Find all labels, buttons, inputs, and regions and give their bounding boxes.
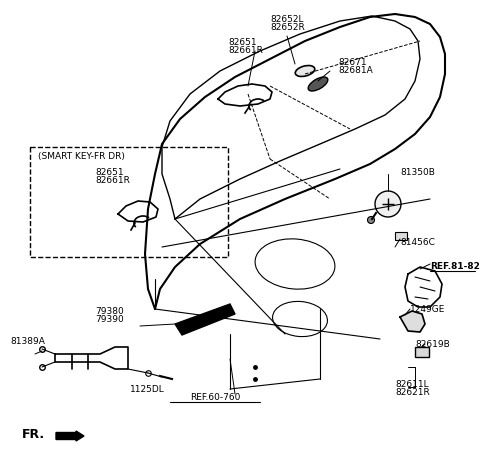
Text: 81456C: 81456C xyxy=(400,238,435,247)
Text: 82681A: 82681A xyxy=(338,66,373,75)
Text: 81389A: 81389A xyxy=(10,336,45,345)
Text: 82651: 82651 xyxy=(228,38,257,47)
FancyBboxPatch shape xyxy=(395,233,407,241)
Ellipse shape xyxy=(308,78,328,92)
Text: (SMART KEY-FR DR): (SMART KEY-FR DR) xyxy=(38,152,125,161)
Text: REF.81-824: REF.81-824 xyxy=(430,262,480,270)
Text: 82671: 82671 xyxy=(338,58,367,67)
Text: 1249GE: 1249GE xyxy=(410,304,445,313)
FancyArrow shape xyxy=(56,431,84,441)
Text: FR.: FR. xyxy=(22,427,45,440)
Text: 82619B: 82619B xyxy=(415,339,450,348)
Text: 82652L: 82652L xyxy=(270,15,303,24)
Circle shape xyxy=(368,217,374,224)
Bar xyxy=(30,148,228,258)
Text: 82661R: 82661R xyxy=(228,46,263,55)
Text: 79390: 79390 xyxy=(95,314,124,324)
FancyBboxPatch shape xyxy=(415,347,429,357)
Text: 82621R: 82621R xyxy=(395,387,430,396)
Text: 82661R: 82661R xyxy=(95,176,130,185)
Ellipse shape xyxy=(295,66,315,77)
Text: 82611L: 82611L xyxy=(395,379,429,388)
Text: 79380: 79380 xyxy=(95,306,124,315)
Text: 82652R: 82652R xyxy=(270,23,305,32)
Text: 81350B: 81350B xyxy=(400,167,435,177)
Polygon shape xyxy=(400,311,425,332)
Text: 82651: 82651 xyxy=(95,167,124,177)
Text: REF.60-760: REF.60-760 xyxy=(190,392,240,401)
Polygon shape xyxy=(175,304,235,335)
Circle shape xyxy=(375,192,401,217)
Text: 1125DL: 1125DL xyxy=(130,384,165,393)
